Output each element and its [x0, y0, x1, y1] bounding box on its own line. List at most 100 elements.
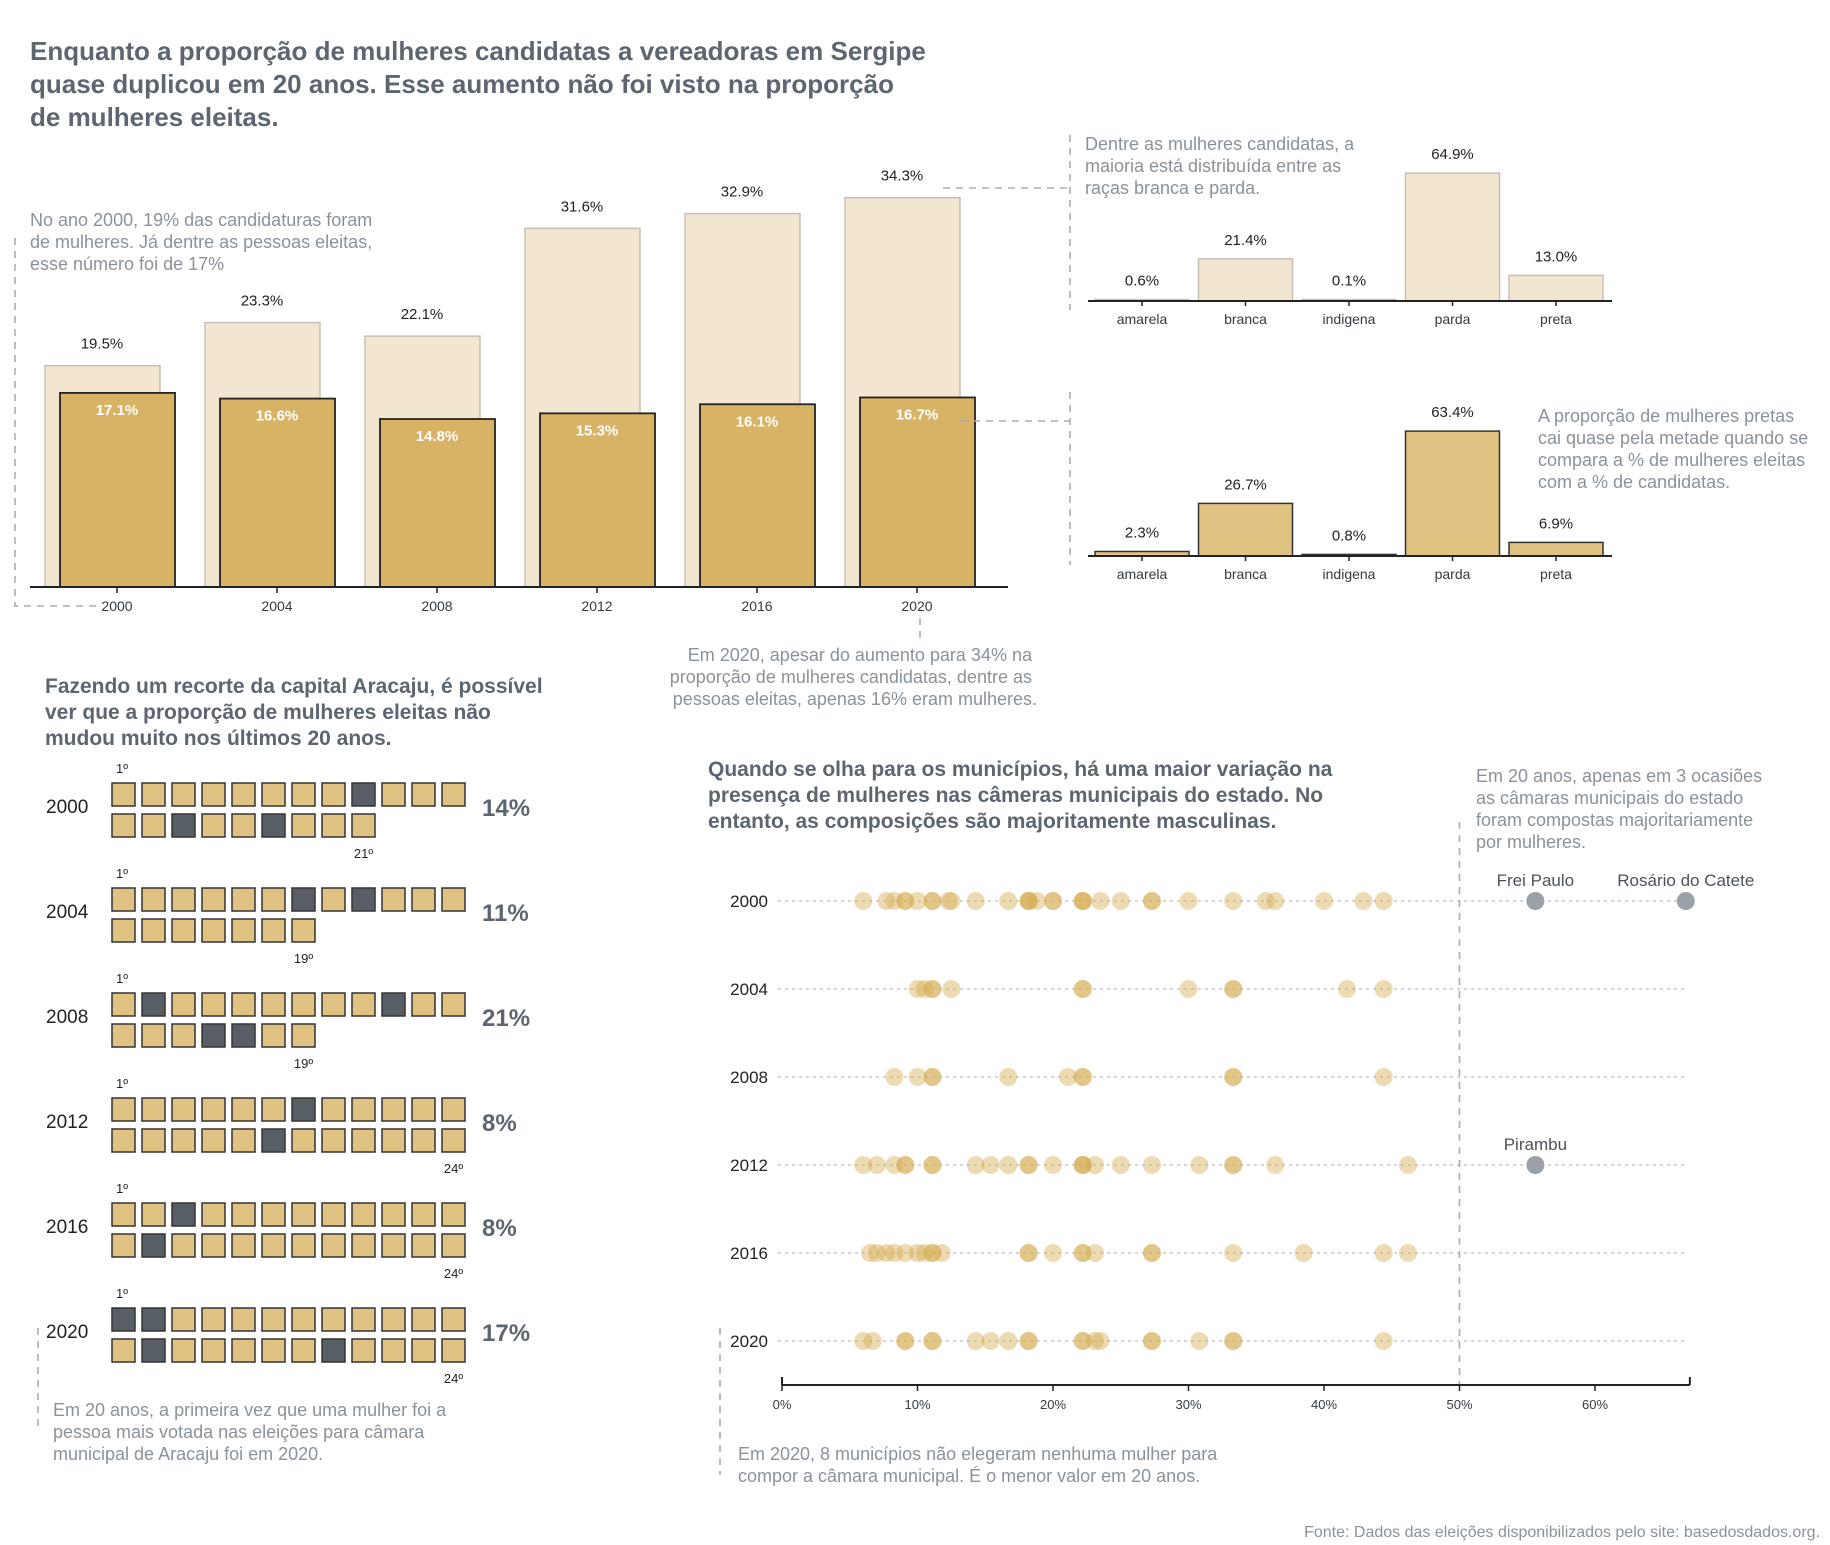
municipio-dot	[923, 1068, 942, 1086]
municipio-dot	[1374, 1068, 1393, 1086]
seat-man	[171, 1128, 196, 1153]
note-line: municipal de Aracaju foi em 2020.	[53, 1444, 323, 1464]
seat-man	[441, 1338, 466, 1363]
municipios-note-bottom: Em 2020, 8 municípios não elegeram nenhu…	[738, 1444, 1222, 1486]
seat-man	[261, 1307, 286, 1332]
aracaju-pct: 17%	[482, 1320, 530, 1347]
bar-label-candidatas: 19.5%	[81, 336, 124, 353]
seat-man	[291, 992, 316, 1017]
aracaju-year-label: 2016	[46, 1217, 88, 1238]
municipio-dot	[923, 1244, 942, 1262]
seat-man	[291, 1128, 316, 1153]
seat-man	[441, 1307, 466, 1332]
aracaju-title-line: mudou muito nos últimos 20 anos.	[45, 727, 392, 750]
seat-man	[201, 1338, 226, 1363]
note-line: Em 20 anos, a primeira vez que uma mulhe…	[53, 1400, 447, 1420]
race-bar	[1197, 258, 1294, 302]
municipio-dot	[1224, 1332, 1243, 1350]
seat-woman	[201, 1023, 226, 1048]
race-tick-label: indigena	[1323, 311, 1376, 327]
seat-man	[231, 782, 256, 807]
note-line: A proporção de mulheres pretas	[1538, 406, 1794, 426]
municipio-dot	[915, 1244, 934, 1262]
municipio-dot	[863, 1332, 882, 1350]
bar-eleitas	[539, 412, 656, 588]
note-line: cai quase pela metade quando se	[1538, 428, 1808, 448]
seat-man	[261, 1338, 286, 1363]
municipio-dot	[915, 980, 934, 998]
municipio-dot	[1086, 1244, 1105, 1262]
municipio-dot	[923, 980, 942, 998]
municipio-dot	[908, 1068, 927, 1086]
bar-eleitas	[59, 392, 176, 588]
municipio-dot	[1019, 1332, 1038, 1350]
municipio-dot	[1179, 980, 1198, 998]
seat-man	[171, 887, 196, 912]
municipio-dot	[885, 1156, 904, 1174]
note-line: por mulheres.	[1476, 832, 1586, 852]
municipio-dot	[1266, 892, 1285, 910]
race-bar-label: 0.8%	[1332, 527, 1366, 544]
seat-man	[291, 782, 316, 807]
seat-woman	[111, 1307, 136, 1332]
aracaju-title: Fazendo um recorte da capital Aracaju, é…	[45, 675, 548, 750]
municipio-dot	[923, 1156, 942, 1174]
seat-man	[111, 1338, 136, 1363]
seat-man	[351, 1097, 376, 1122]
municipio-dot	[896, 1156, 915, 1174]
municipio-dot	[1073, 1244, 1092, 1262]
x-tick-label: 2008	[421, 598, 452, 614]
municipio-dot	[854, 1332, 873, 1350]
municipio-dot	[1073, 1332, 1092, 1350]
seat-man	[141, 1097, 166, 1122]
municipio-dot	[896, 1332, 915, 1350]
municipio-dot	[1179, 892, 1198, 910]
municipio-dot	[896, 892, 915, 910]
seat-man	[141, 918, 166, 943]
municipio-dot	[1142, 1332, 1161, 1350]
seat-man	[171, 992, 196, 1017]
municipio-dot	[1091, 892, 1110, 910]
seat-man	[171, 1307, 196, 1332]
municipio-name-label: Frei Paulo	[1497, 871, 1574, 890]
seat-man	[411, 992, 436, 1017]
municipio-dot	[861, 1244, 880, 1262]
majority-women-dot	[1526, 892, 1545, 910]
aracaju-year-label: 2000	[46, 797, 88, 818]
seat-man	[171, 1338, 196, 1363]
aracaju-last-label: 19º	[294, 951, 313, 966]
municipio-dot	[896, 1332, 915, 1350]
x-tick-label: 60%	[1582, 1397, 1608, 1412]
seat-man	[321, 1202, 346, 1227]
municipio-dot	[1399, 1156, 1418, 1174]
municipio-dot	[1044, 892, 1062, 910]
race-tick-label: branca	[1224, 311, 1267, 327]
seat-man	[231, 1233, 256, 1258]
municipio-dot	[1058, 1068, 1077, 1086]
municipio-dot	[1073, 1156, 1092, 1174]
aracaju-title-line: Fazendo um recorte da capital Aracaju, é…	[45, 675, 543, 698]
municipio-dot	[1256, 892, 1275, 910]
municipio-dot	[923, 1156, 942, 1174]
note-line: as câmaras municipais do estado	[1476, 788, 1743, 808]
seat-woman	[141, 992, 166, 1017]
note-2000-leader	[14, 238, 97, 607]
race-tick-label: amarela	[1117, 311, 1168, 327]
municipio-dot	[923, 1332, 942, 1350]
seat-man	[261, 1023, 286, 1048]
seat-man	[411, 1097, 436, 1122]
x-tick-label: 30%	[1175, 1397, 1201, 1412]
aracaju-first-label: 1º	[116, 1286, 128, 1301]
bar-label-candidatas: 23.3%	[241, 293, 284, 310]
seat-man	[201, 782, 226, 807]
seat-man	[381, 782, 406, 807]
municipio-dot	[1019, 1156, 1038, 1174]
municipio-dot	[1019, 892, 1038, 910]
municipio-dot	[1142, 1332, 1161, 1350]
seat-man	[321, 992, 346, 1017]
seat-man	[231, 887, 256, 912]
seat-man	[381, 1307, 406, 1332]
municipios-title: Quando se olha para os municípios, há um…	[708, 758, 1338, 833]
seat-man	[351, 1233, 376, 1258]
municipio-dot	[999, 1068, 1018, 1086]
